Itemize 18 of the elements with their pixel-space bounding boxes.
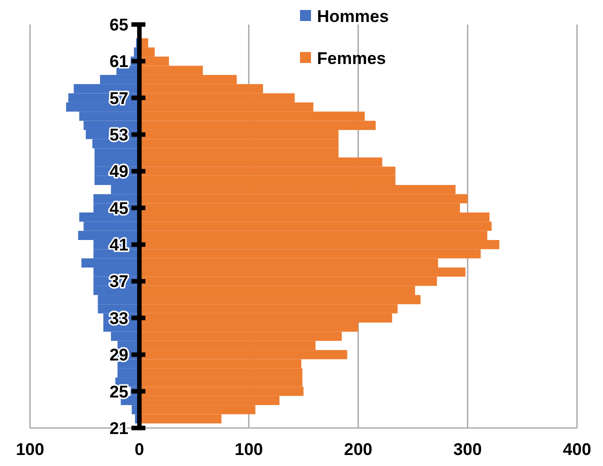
- y-tick-label: 21: [109, 418, 128, 438]
- x-tick-label: 100: [16, 440, 44, 459]
- y-tick-label: 65: [109, 15, 128, 34]
- legend-label: Hommes: [317, 6, 389, 26]
- x-tick-label: 400: [562, 440, 592, 459]
- y-tick-label: 53: [109, 125, 128, 144]
- y-tick-label: 45: [109, 198, 128, 218]
- y-tick-label: 41: [109, 236, 128, 255]
- x-tick-label: 200: [344, 440, 372, 459]
- y-tick-label: 57: [109, 88, 128, 108]
- x-tick-label: 0: [134, 440, 144, 459]
- y-tick-label: 37: [109, 272, 128, 292]
- y-tick-label: 33: [109, 308, 128, 328]
- y-tick-label: 49: [109, 162, 128, 182]
- legend-label: Femmes: [317, 48, 386, 68]
- x-tick-label: 100: [234, 440, 263, 459]
- y-tick-label: 25: [109, 382, 128, 402]
- x-tick-label: 300: [453, 440, 482, 459]
